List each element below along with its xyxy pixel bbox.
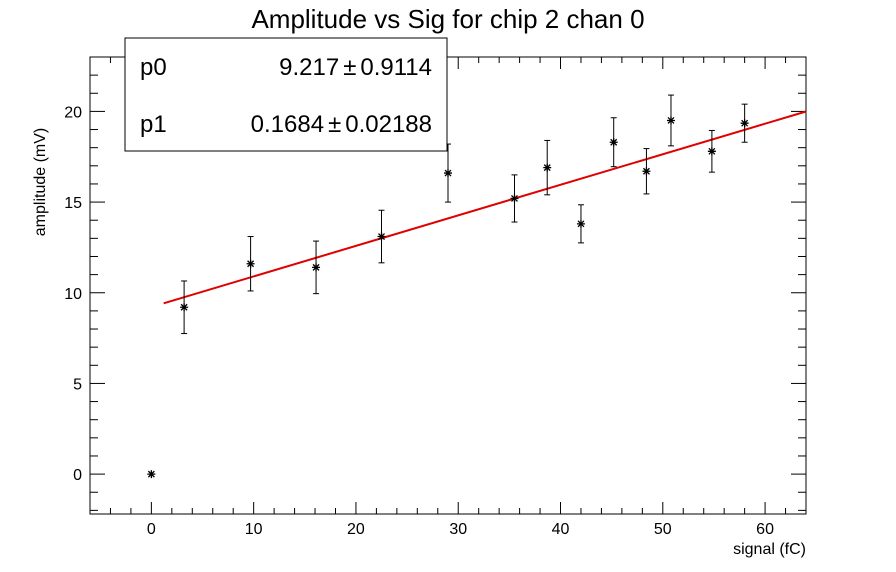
data-point: [180, 280, 189, 335]
x-tick-label: 60: [756, 521, 774, 538]
x-tick-label: 40: [552, 521, 570, 538]
asterisk-marker: [147, 470, 156, 479]
data-point: [246, 236, 255, 292]
asterisk-marker: [180, 303, 189, 312]
data-point: [543, 139, 552, 196]
stat-name: p1: [140, 111, 167, 138]
stat-value: 9.217 ±0.9114: [279, 54, 432, 81]
x-tick-label: 10: [245, 521, 263, 538]
stat-value: 0.1684 ±0.02188: [251, 111, 432, 138]
x-tick-label: 0: [147, 521, 156, 538]
asterisk-marker: [609, 138, 618, 147]
x-tick-label: 20: [347, 521, 365, 538]
asterisk-marker: [576, 219, 585, 228]
x-tick-label: 30: [449, 521, 467, 538]
fit-line: [163, 110, 807, 305]
asterisk-marker: [642, 167, 651, 176]
asterisk-marker: [707, 147, 716, 156]
asterisk-marker: [377, 232, 386, 241]
stats-box: p0 9.217 ±0.9114 p1 0.1684 ±0.02188: [124, 37, 448, 152]
y-tick-label: 0: [73, 467, 82, 484]
asterisk-marker: [666, 116, 675, 125]
y-tick-label: 15: [64, 195, 82, 212]
chart-title: Amplitude vs Sig for chip 2 chan 0: [251, 4, 644, 34]
data-points: [147, 94, 749, 479]
asterisk-marker: [312, 263, 321, 272]
y-tick-label: 10: [64, 286, 82, 303]
data-point: [510, 174, 519, 223]
data-point: [666, 94, 675, 147]
asterisk-marker: [444, 169, 452, 178]
plot-frame: [89, 56, 807, 515]
fit-layer: [163, 110, 807, 305]
x-tick-label: 50: [654, 521, 672, 538]
y-axis-label: amplitude (mV): [32, 128, 49, 236]
data-point: [642, 148, 651, 195]
data-point: [312, 240, 321, 295]
data-point: [576, 204, 585, 244]
data-point: [609, 117, 618, 168]
stat-name: p0: [140, 54, 167, 81]
data-point: [444, 143, 452, 203]
asterisk-marker: [740, 119, 749, 128]
x-axis-label: signal (fC): [733, 541, 806, 558]
data-point: [707, 129, 716, 173]
y-axis-ticks: 0 5 10 15 20: [64, 56, 806, 511]
data-point: [740, 103, 749, 143]
asterisk-marker: [543, 163, 552, 172]
asterisk-marker: [246, 259, 255, 268]
y-tick-label: 5: [73, 376, 82, 393]
asterisk-marker: [510, 194, 519, 203]
data-point: [377, 209, 386, 264]
data-point: [147, 470, 156, 479]
y-tick-label: 20: [64, 104, 82, 121]
